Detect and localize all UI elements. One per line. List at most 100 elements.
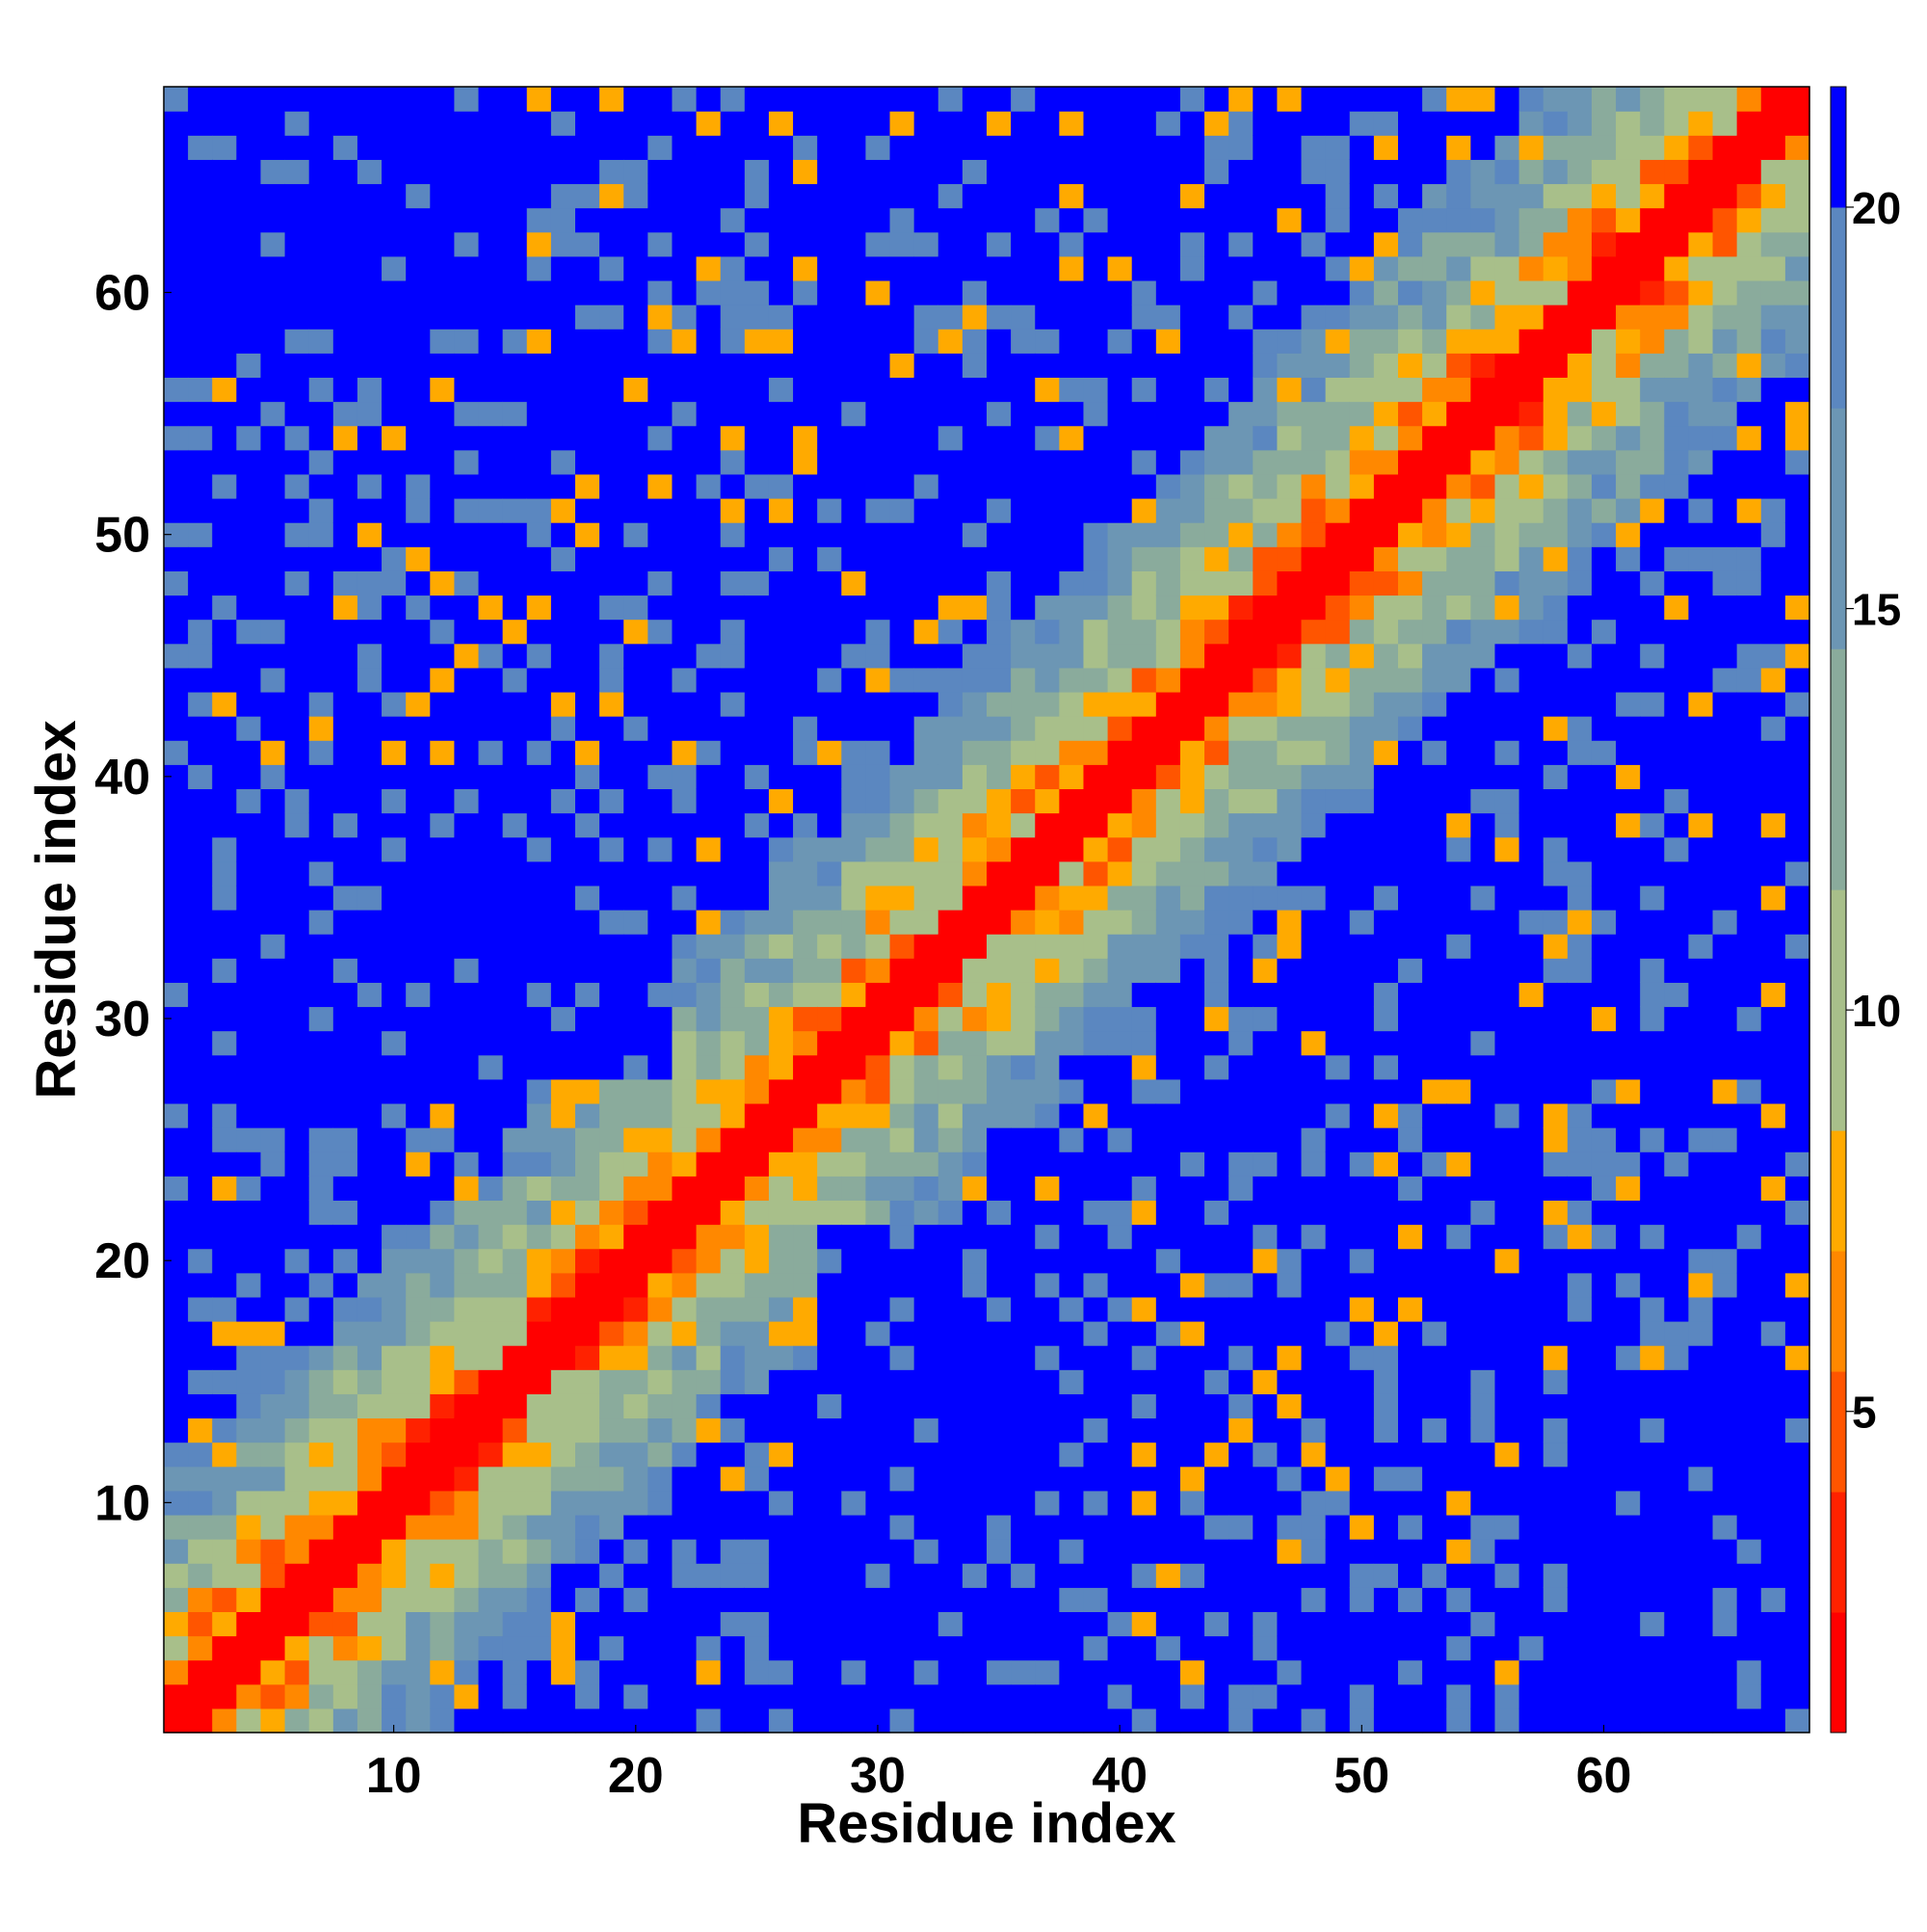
- heatmap-cell: [817, 1707, 842, 1734]
- heatmap-cell: [1131, 570, 1157, 596]
- heatmap-cell: [236, 1151, 262, 1177]
- heatmap-cell: [599, 1176, 624, 1202]
- heatmap-cell: [744, 1054, 770, 1080]
- heatmap-cell: [1784, 1539, 1810, 1564]
- heatmap-cell: [1543, 1272, 1569, 1298]
- heatmap-cell: [1664, 111, 1690, 136]
- heatmap-cell: [1591, 183, 1617, 209]
- heatmap-cell: [1736, 473, 1762, 499]
- heatmap-cell: [260, 812, 286, 838]
- heatmap-cell: [454, 788, 480, 814]
- heatmap-cell: [260, 1030, 286, 1056]
- heatmap-cell: [937, 1659, 964, 1685]
- heatmap-cell: [1301, 1490, 1327, 1516]
- heatmap-cell: [1736, 667, 1762, 693]
- heatmap-cell: [1349, 643, 1375, 669]
- heatmap-cell: [1398, 279, 1423, 305]
- heatmap-cell: [1616, 159, 1641, 185]
- heatmap-cell: [987, 1224, 1012, 1250]
- heatmap-cell: [526, 740, 552, 765]
- heatmap-cell: [1155, 473, 1181, 499]
- heatmap-cell: [1131, 982, 1157, 1008]
- heatmap-cell: [1591, 135, 1617, 160]
- heatmap-cell: [1349, 595, 1375, 621]
- heatmap-cell: [1422, 1611, 1447, 1637]
- heatmap-cell: [1204, 740, 1229, 765]
- heatmap-cell: [575, 1587, 600, 1613]
- heatmap-cell: [1616, 1248, 1641, 1274]
- heatmap-cell: [1011, 740, 1036, 765]
- heatmap-cell: [1422, 716, 1447, 741]
- heatmap-cell: [478, 1078, 504, 1104]
- heatmap-cell: [1712, 982, 1738, 1008]
- heatmap-cell: [478, 740, 504, 765]
- heatmap-cell: [1688, 812, 1714, 838]
- heatmap-cell: [1760, 1490, 1786, 1516]
- heatmap-cell: [1253, 570, 1279, 596]
- heatmap-cell: [1179, 1054, 1205, 1080]
- heatmap-cell: [841, 788, 867, 814]
- heatmap-cell: [356, 1030, 383, 1056]
- heatmap-cell: [987, 522, 1012, 547]
- heatmap-cell: [406, 1102, 431, 1128]
- x-tick-label: 20: [608, 1748, 664, 1804]
- heatmap-cell: [526, 304, 552, 330]
- heatmap-cell: [672, 764, 698, 790]
- heatmap-cell: [647, 1611, 673, 1637]
- heatmap-cell: [550, 1369, 576, 1394]
- heatmap-cell: [308, 1127, 334, 1152]
- heatmap-cell: [1035, 1514, 1060, 1540]
- heatmap-cell: [1784, 1635, 1810, 1661]
- heatmap-cell: [454, 498, 480, 523]
- heatmap-cell: [1494, 836, 1520, 862]
- heatmap-cell: [696, 207, 722, 233]
- heatmap-cell: [623, 87, 648, 112]
- heatmap-cell: [1325, 1030, 1351, 1056]
- heatmap-cell: [1204, 570, 1229, 596]
- heatmap-cell: [1349, 207, 1375, 233]
- heatmap-cell: [406, 570, 431, 596]
- heatmap-cell: [1446, 449, 1471, 475]
- heatmap-cell: [1640, 1417, 1665, 1443]
- heatmap-cell: [1567, 1659, 1593, 1685]
- heatmap-cell: [696, 377, 722, 403]
- heatmap-cell: [962, 885, 988, 911]
- heatmap-cell: [672, 643, 698, 669]
- heatmap-cell: [1179, 910, 1205, 935]
- heatmap-cell: [672, 910, 698, 935]
- heatmap-cell: [236, 619, 262, 645]
- heatmap-cell: [550, 1514, 576, 1540]
- heatmap-cell: [478, 255, 504, 281]
- heatmap-cell: [744, 401, 770, 427]
- heatmap-cell: [502, 667, 528, 693]
- heatmap-cell: [1470, 1611, 1496, 1637]
- heatmap-cell: [1591, 595, 1617, 621]
- heatmap-cell: [913, 1176, 939, 1202]
- heatmap-cell: [1760, 1151, 1786, 1177]
- heatmap-cell: [793, 764, 818, 790]
- heatmap-cell: [768, 377, 794, 403]
- heatmap-cell: [478, 1466, 504, 1492]
- heatmap-cell: [575, 111, 600, 136]
- heatmap-cell: [1011, 1611, 1036, 1637]
- heatmap-cell: [768, 958, 794, 983]
- heatmap-cell: [164, 1539, 189, 1564]
- heatmap-cell: [188, 1248, 213, 1274]
- heatmap-cell: [768, 1078, 794, 1104]
- heatmap-cell: [1398, 570, 1423, 596]
- heatmap-cell: [768, 546, 794, 571]
- heatmap-cell: [1591, 716, 1617, 741]
- heatmap-cell: [647, 570, 673, 596]
- heatmap-cell: [768, 570, 794, 596]
- heatmap-cell: [1664, 667, 1690, 693]
- heatmap-cell: [164, 1030, 189, 1056]
- heatmap-cell: [720, 860, 746, 887]
- heatmap-cell: [575, 788, 600, 814]
- heatmap-cell: [1204, 1369, 1229, 1394]
- heatmap-cell: [526, 329, 552, 354]
- heatmap-cell: [1301, 982, 1327, 1008]
- heatmap-cell: [212, 377, 237, 403]
- heatmap-cell: [1640, 1200, 1665, 1226]
- heatmap-cell: [987, 885, 1012, 911]
- heatmap-cell: [1277, 255, 1303, 281]
